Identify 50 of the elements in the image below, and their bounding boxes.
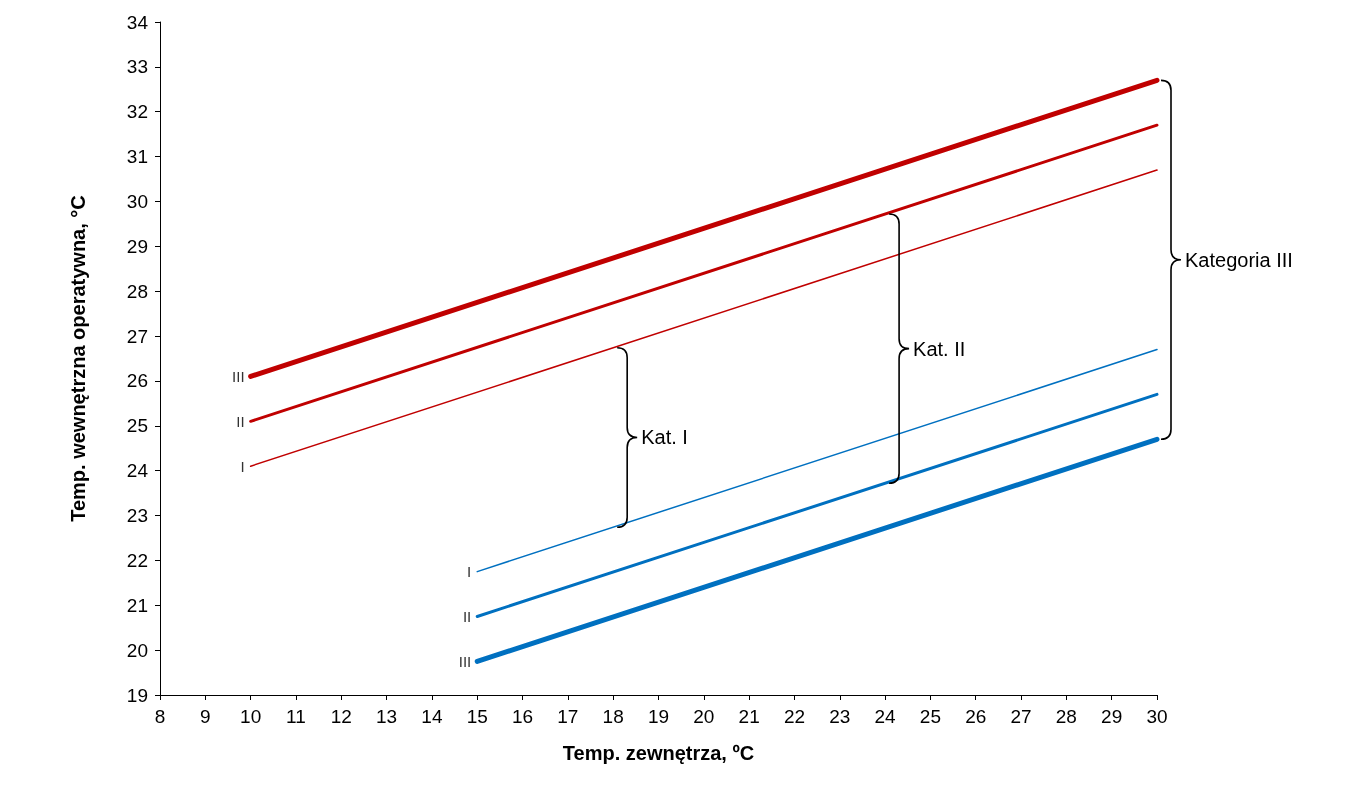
y-axis-title: Temp. wewnętrzna operatywna, °C: [67, 195, 89, 522]
y-tick-label: 34: [126, 11, 149, 33]
y-tick-label: 30: [126, 190, 148, 212]
y-tick-label: 25: [126, 415, 148, 437]
text: Kategoria III: [1185, 248, 1293, 271]
x-tick-label: 25: [919, 706, 941, 727]
x-tick-label: 9: [200, 706, 211, 727]
x-tick-label: 13: [376, 706, 398, 727]
series-label: I: [467, 563, 472, 581]
x-tick-label: 12: [330, 706, 352, 727]
annotation: Kat. I: [641, 426, 688, 449]
y-tick-label: 28: [126, 280, 148, 302]
x-tick-label: 19: [647, 706, 670, 727]
x-tick-label: 8: [154, 706, 166, 727]
x-tick-label: 27: [1010, 706, 1032, 727]
y-tick-label: 29: [126, 235, 148, 257]
y-tick-label: 32: [126, 101, 148, 123]
series-label: II: [462, 607, 472, 625]
x-tick-label: 15: [466, 706, 488, 727]
y-tick-label: 27: [126, 325, 148, 347]
series-label: II: [236, 412, 245, 430]
x-tick-label: 28: [1055, 706, 1077, 727]
x-tick-label: 11: [286, 706, 306, 727]
x-tick-label: 23: [829, 706, 851, 727]
y-tick-label: 20: [126, 639, 148, 661]
x-tick-label: 21: [738, 706, 760, 727]
x-tick-label: 18: [602, 706, 624, 727]
x-tick-label: 30: [1146, 706, 1168, 727]
y-tick-label: 24: [126, 460, 149, 482]
series-label: I: [240, 457, 245, 475]
y-tick-label: 22: [126, 549, 148, 571]
x-tick-label: 24: [874, 706, 897, 727]
x-tick-label: 17: [557, 706, 579, 727]
x-tick-label: 22: [783, 706, 806, 727]
x-tick-label: 16: [511, 706, 534, 727]
y-tick-label: 23: [126, 505, 148, 527]
x-tick-label: 10: [240, 706, 262, 727]
annotation: Kat. II: [913, 337, 966, 360]
y-tick-label: 19: [126, 684, 148, 706]
y-tick-label: 31: [126, 146, 148, 168]
series-label: III: [458, 652, 472, 670]
series-label: III: [232, 367, 245, 385]
x-axis-title: Temp. zewnętrza, ºC: [562, 742, 755, 764]
y-tick-label: 26: [126, 370, 148, 392]
x-tick-label: 29: [1101, 706, 1123, 727]
y-tick-label: 21: [126, 594, 148, 616]
x-tick-label: 20: [693, 706, 715, 727]
y-tick-label: 33: [126, 56, 148, 78]
x-tick-label: 14: [421, 706, 443, 727]
x-tick-label: 26: [965, 706, 987, 727]
